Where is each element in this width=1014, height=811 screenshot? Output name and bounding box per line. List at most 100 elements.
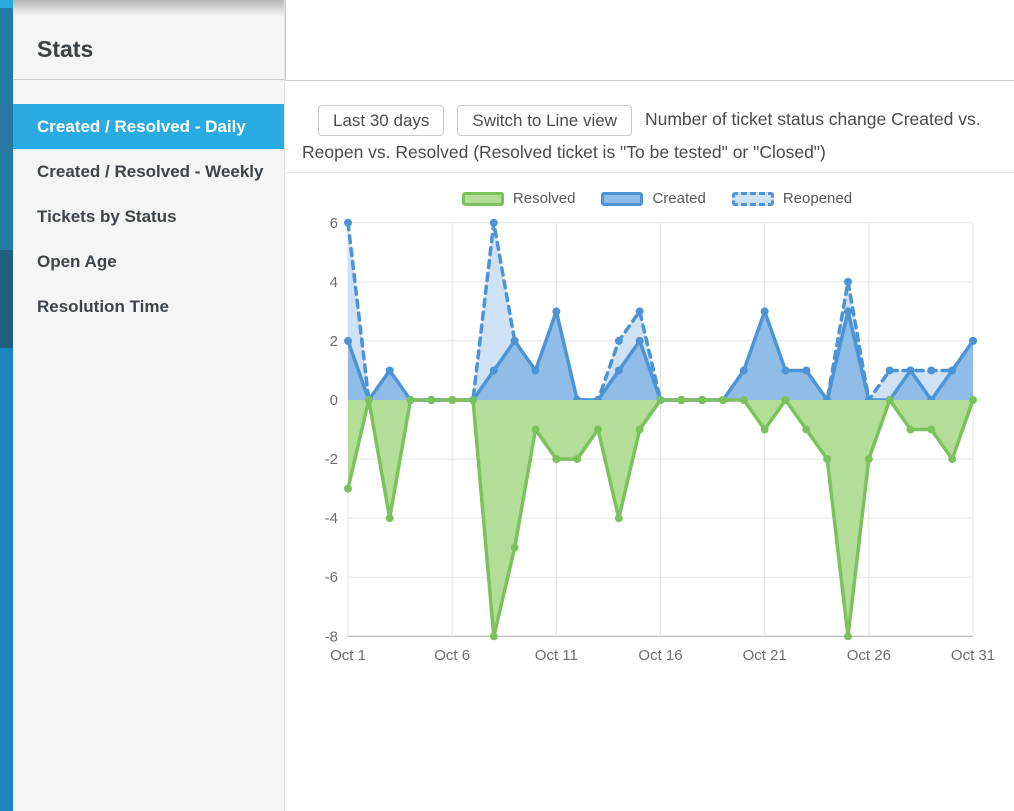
reopened-swatch <box>731 191 774 206</box>
created-resolved-chart: Resolved Created Reopened 6 4 2 0 -2 -4 -6 -8 Oc… <box>300 180 1014 700</box>
sidebar-item-open-age[interactable]: Open Age <box>37 252 117 271</box>
reopened-point <box>635 307 644 316</box>
x-axis-label: Oct 6 <box>434 647 470 664</box>
y-axis-label: 0 <box>330 392 338 409</box>
legend-label: Resolved <box>512 190 576 207</box>
reopened-point <box>885 366 894 375</box>
resolved-point <box>781 396 790 404</box>
created-point <box>948 366 957 375</box>
resolved-swatch <box>461 191 504 206</box>
y-axis-label: -2 <box>325 451 338 468</box>
y-axis-label: -4 <box>325 510 338 527</box>
y-axis-label: -6 <box>325 569 338 586</box>
x-axis-label: Oct 16 <box>638 647 682 664</box>
date-range-button[interactable]: Last 30 days <box>318 104 445 136</box>
reopened-point <box>614 336 623 345</box>
resolved-point <box>802 425 811 434</box>
reopened-point <box>489 218 498 227</box>
resolved-point <box>573 455 582 464</box>
resolved-point <box>656 396 665 404</box>
created-point <box>531 366 540 375</box>
resolved-point <box>489 632 498 641</box>
created-point <box>614 366 623 375</box>
created-point <box>802 366 811 375</box>
chart-legend: Resolved Created Reopened <box>300 190 1014 207</box>
x-axis-label: Oct 21 <box>743 647 787 664</box>
sidebar-top-shadow <box>13 0 284 16</box>
resolved-point <box>677 396 686 404</box>
x-axis-label: Oct 26 <box>847 647 891 664</box>
resolved-point <box>885 396 894 404</box>
created-point <box>906 366 915 375</box>
edge-strip-mid <box>0 8 13 250</box>
created-point <box>344 336 352 345</box>
area-chart-plot: 6 4 2 0 -2 -4 -6 -8 Oct 1 Oct 6 Oct 11 Oct 16 Oct 21… <box>325 215 995 664</box>
resolved-point <box>469 396 477 404</box>
legend-item-resolved: Resolved <box>461 190 576 207</box>
resolved-point <box>448 396 457 404</box>
y-axis-label: 6 <box>330 215 338 232</box>
created-point <box>489 366 498 375</box>
resolved-point <box>635 425 644 434</box>
created-swatch <box>601 191 644 206</box>
reopened-point <box>927 366 936 375</box>
created-point <box>385 366 394 375</box>
y-axis-label: 2 <box>330 333 338 350</box>
resolved-point <box>739 396 748 404</box>
resolved-point <box>948 455 957 464</box>
resolved-point <box>719 396 727 404</box>
resolved-point <box>594 425 602 434</box>
resolved-point <box>385 514 394 523</box>
legend-label: Created <box>652 190 706 207</box>
resolved-point <box>864 455 873 464</box>
x-axis-label: Oct 11 <box>535 647 578 664</box>
chart-toolbar: Last 30 days Switch to Line view Number of… <box>302 103 1008 169</box>
sidebar-item-resolution-time[interactable]: Resolution Time <box>37 297 169 316</box>
panel-divider <box>285 0 286 80</box>
resolved-point <box>844 632 852 641</box>
resolved-point <box>698 396 707 404</box>
resolved-point <box>364 396 373 404</box>
edge-strip-scroll-thumb[interactable] <box>0 250 13 348</box>
y-axis-label: 4 <box>330 274 338 291</box>
x-axis-label: Oct 1 <box>330 647 366 664</box>
switch-view-button[interactable]: Switch to Line view <box>457 104 632 136</box>
legend-item-created: Created <box>601 190 706 207</box>
chart-description: Number of ticket status change Created v… <box>302 109 981 162</box>
legend-label: Reopened <box>782 190 853 207</box>
created-point <box>510 336 519 345</box>
resolved-point <box>406 396 415 404</box>
created-point <box>552 307 561 316</box>
toolbar-divider <box>285 172 1014 173</box>
page-title: Stats <box>37 36 94 62</box>
sidebar-header: Stats <box>13 0 284 80</box>
resolved-point <box>344 484 352 493</box>
legend-item-reopened: Reopened <box>731 190 853 207</box>
resolved-point <box>427 396 436 404</box>
reopened-point <box>344 218 352 227</box>
created-area <box>348 311 973 400</box>
sidebar-item-created-resolved-weekly[interactable]: Created / Resolved - Weekly <box>37 162 264 181</box>
sidebar-menu: Created / Resolved - Daily Created / Res… <box>13 104 284 329</box>
created-point <box>739 366 748 375</box>
resolved-point <box>927 425 936 434</box>
sidebar: Stats Created / Resolved - Daily Created… <box>13 0 285 811</box>
created-point <box>760 307 769 316</box>
sidebar-item-created-resolved-daily[interactable]: Created / Resolved - Daily <box>13 104 284 149</box>
resolved-point <box>510 543 519 552</box>
created-point <box>969 336 977 345</box>
resolved-point <box>823 455 832 464</box>
resolved-point <box>760 425 769 434</box>
sidebar-item-tickets-by-status[interactable]: Tickets by Status <box>37 207 177 226</box>
resolved-point <box>969 396 977 404</box>
reopened-point <box>844 277 852 286</box>
header-divider <box>285 80 1014 81</box>
x-axis-label: Oct 31 <box>951 647 995 664</box>
edge-strip-top <box>0 0 13 8</box>
resolved-point <box>531 425 540 434</box>
app-edge-strip <box>0 0 13 811</box>
resolved-point <box>906 425 915 434</box>
created-point <box>844 307 852 316</box>
resolved-point <box>614 514 623 523</box>
